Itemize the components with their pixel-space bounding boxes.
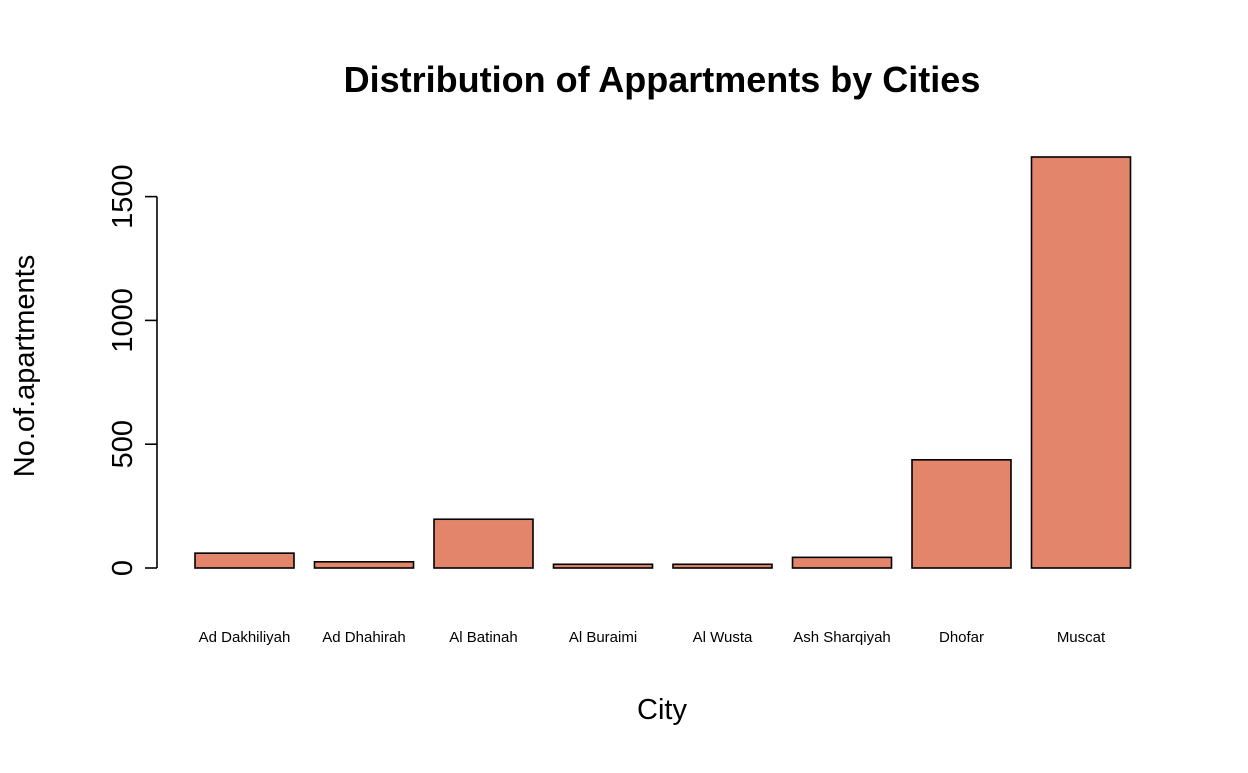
x-tick-label: Al Buraimi <box>569 629 637 646</box>
bar-ad-dhahirah <box>313 561 415 569</box>
x-tick-labels: Ad Dakhiliyah Ad Dhahirah Al Batinah Al Bur… <box>199 629 1106 646</box>
x-tick-label: Ash Sharqiyah <box>793 629 891 646</box>
y-axis-label: No.of.apartments <box>9 255 41 477</box>
bar-al-batinah <box>433 518 534 569</box>
y-tick-label: 1000 <box>107 288 139 353</box>
chart-title: Distribution of Appartments by Cities <box>344 59 981 100</box>
x-tick-label: Muscat <box>1057 629 1106 646</box>
bar-al-buraimi <box>552 563 654 569</box>
y-tick-label: 0 <box>107 560 139 576</box>
bar-ash-sharqiyah <box>791 556 893 569</box>
x-tick-label: Al Wusta <box>693 629 753 646</box>
y-tick-label: 1500 <box>107 164 139 229</box>
bar-dhofar <box>911 459 1012 569</box>
bar-muscat <box>1030 156 1132 569</box>
x-tick-label: Al Batinah <box>449 629 517 646</box>
y-tick-label: 500 <box>107 420 139 468</box>
x-tick-label: Ad Dhahirah <box>322 629 405 646</box>
x-tick-label: Ad Dakhiliyah <box>199 629 291 646</box>
x-axis-label: City <box>637 694 687 726</box>
bar-al-wusta <box>672 563 773 569</box>
bar-ad-dakhiliyah <box>194 552 295 569</box>
bars <box>194 156 1132 569</box>
y-axis: 0 500 1000 1500 <box>107 164 158 576</box>
x-tick-label: Dhofar <box>939 629 984 646</box>
